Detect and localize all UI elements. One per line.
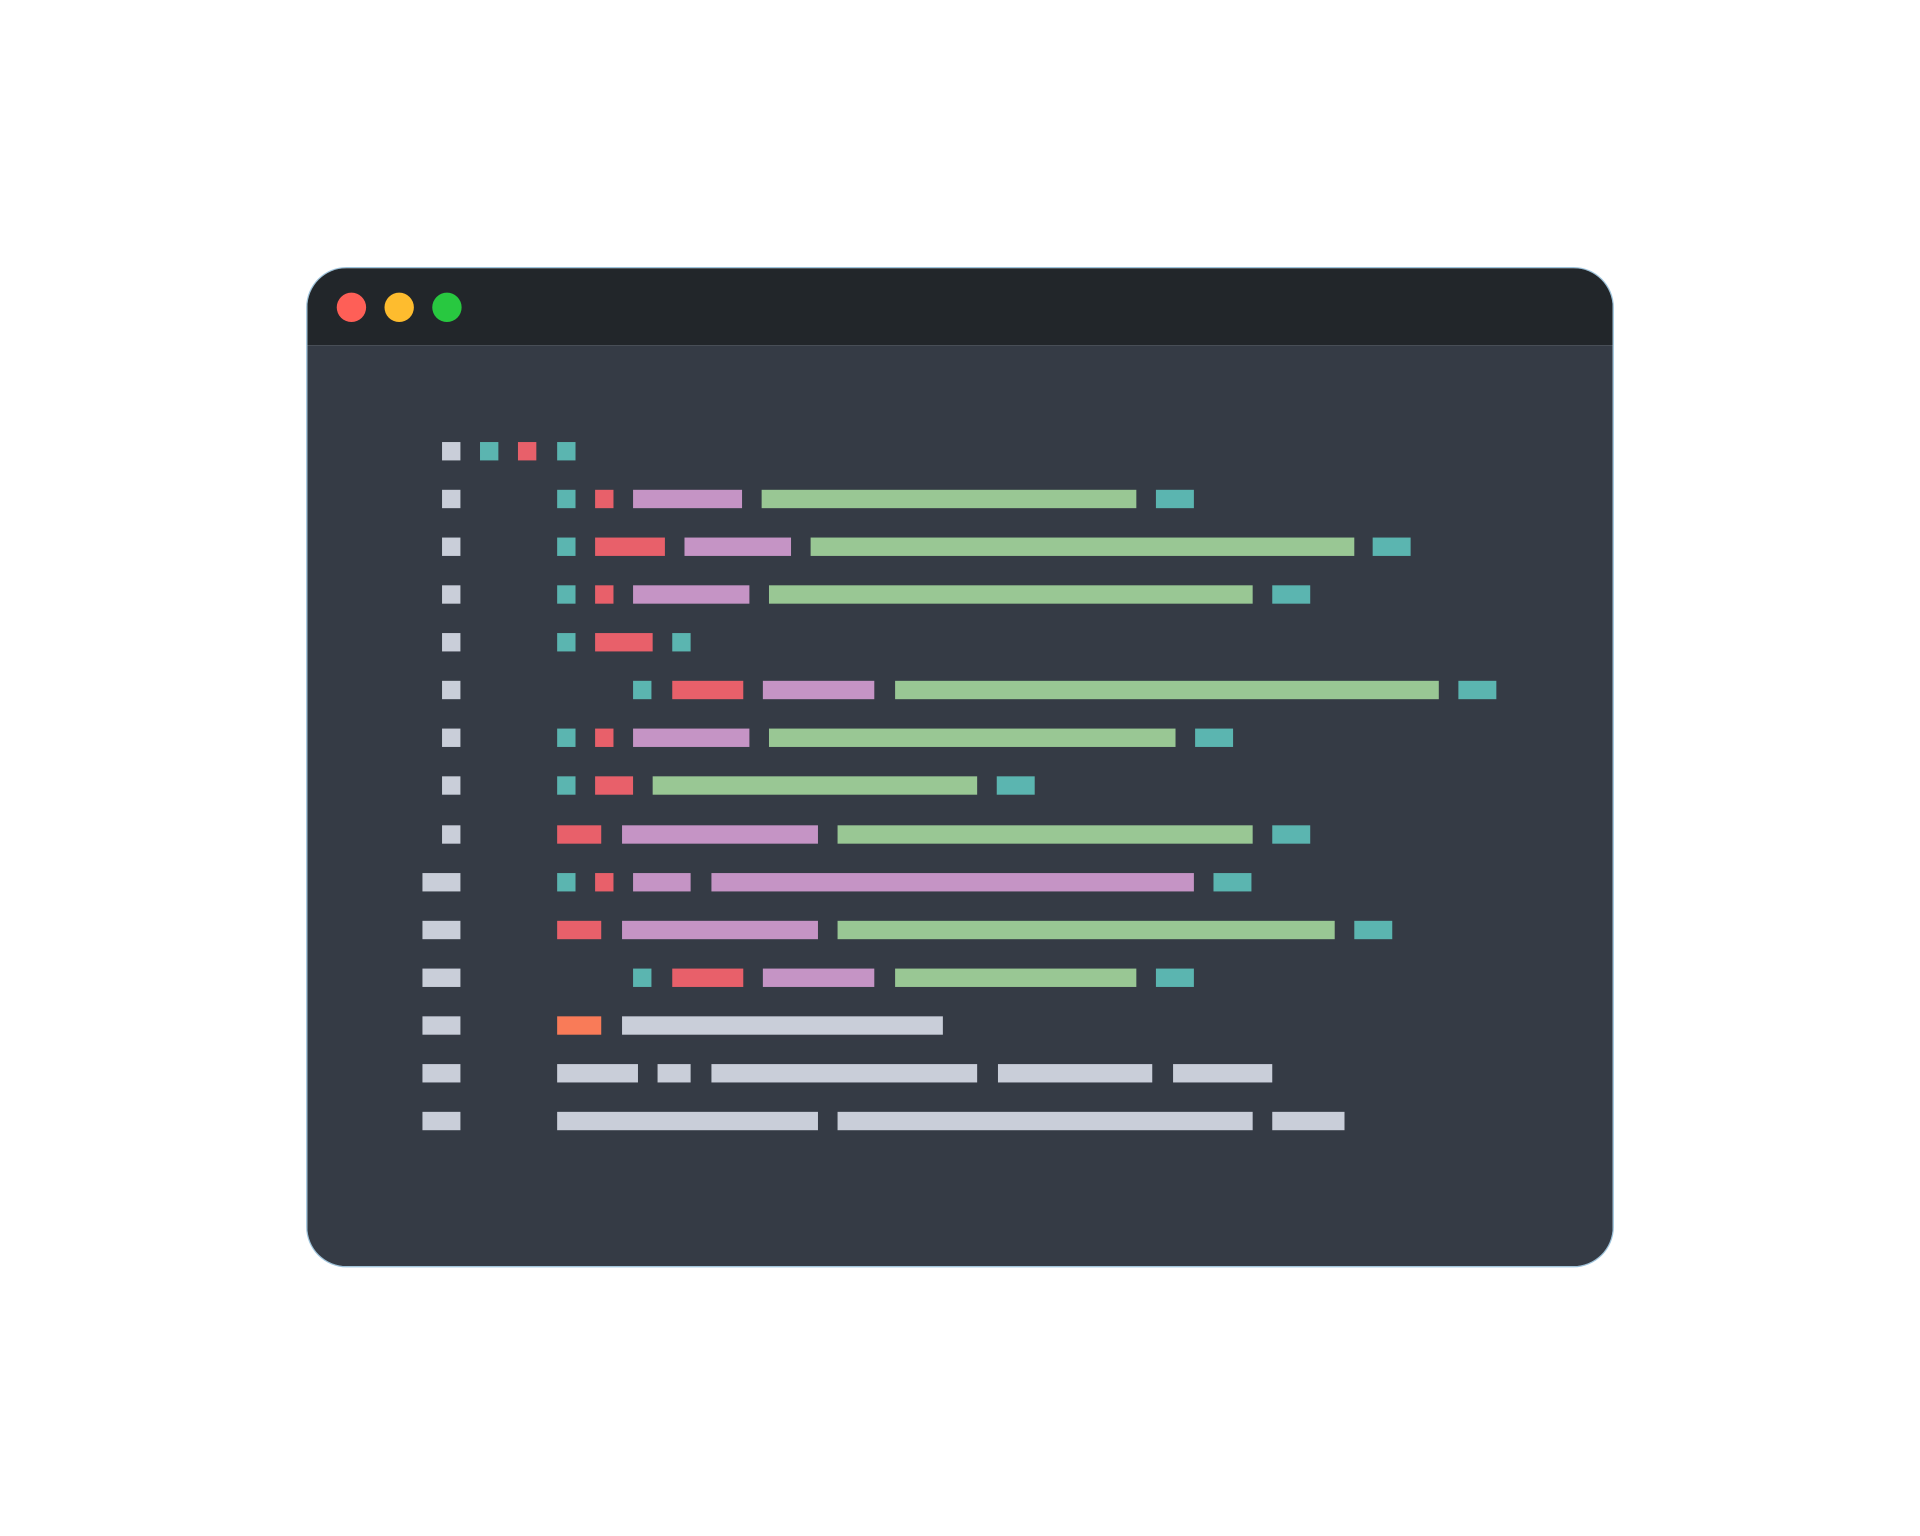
code-token-function [622, 824, 818, 844]
code-token-punctuation [1213, 872, 1252, 892]
code-token-keyword [557, 824, 602, 844]
code-token-punctuation [557, 776, 576, 796]
code-token-string [768, 728, 1176, 748]
line-number-marker [422, 1112, 461, 1131]
code-token-function [622, 920, 818, 940]
line-number-marker [442, 489, 461, 508]
code-token-keyword [595, 776, 634, 796]
code-token-function [633, 728, 750, 748]
line-number-marker [442, 441, 461, 460]
code-token-number [557, 1016, 602, 1035]
code-token-function [762, 968, 875, 987]
code-token-plain [557, 1064, 638, 1083]
code-token-keyword [517, 441, 537, 460]
code-token-punctuation [557, 728, 576, 748]
code-token-plain [997, 1064, 1153, 1083]
code-token-string [761, 489, 1137, 508]
code-token-punctuation [1195, 728, 1234, 748]
code-token-string [837, 824, 1253, 844]
line-number-marker [442, 585, 461, 604]
line-number-marker [422, 968, 461, 987]
line-number-marker [422, 1016, 461, 1035]
code-token-punctuation [1354, 920, 1393, 940]
line-number-marker [442, 728, 461, 748]
code-token-string [895, 681, 1439, 700]
code-editor-window [307, 268, 1613, 1267]
code-token-function [633, 585, 750, 604]
code-token-keyword [595, 585, 614, 604]
line-number-marker [422, 1064, 461, 1083]
code-token-keyword [595, 489, 614, 508]
code-token-plain [557, 1112, 818, 1131]
code-token-function [633, 872, 691, 892]
code-token-punctuation [557, 537, 576, 556]
line-number-marker [442, 633, 461, 652]
code-token-punctuation [1272, 585, 1311, 604]
code-token-punctuation [557, 489, 576, 508]
code-token-string [768, 585, 1253, 604]
code-token-keyword [595, 728, 614, 748]
code-token-plain [622, 1016, 943, 1035]
code-token-string [810, 537, 1355, 556]
code-token-function [633, 489, 743, 508]
code-token-function [684, 537, 792, 556]
line-number-marker [422, 920, 461, 940]
code-token-function [711, 872, 1194, 892]
code-token-punctuation [557, 585, 576, 604]
code-token-plain [837, 1112, 1253, 1131]
code-token-punctuation [1155, 968, 1194, 987]
code-token-punctuation [1272, 824, 1311, 844]
code-token-string [895, 968, 1137, 987]
code-token-keyword [595, 633, 653, 652]
code-token-punctuation [557, 633, 576, 652]
code-token-plain [657, 1064, 691, 1083]
code-token-keyword [672, 681, 744, 700]
line-number-marker [442, 681, 461, 700]
code-token-keyword [595, 872, 614, 892]
code-token-punctuation [633, 968, 652, 987]
maximize-button[interactable] [432, 292, 462, 323]
code-area[interactable] [307, 345, 1613, 1267]
close-button[interactable] [336, 292, 367, 323]
code-token-punctuation [1372, 537, 1411, 556]
code-token-keyword [672, 968, 744, 987]
code-token-punctuation [557, 441, 576, 460]
line-number-marker [422, 872, 461, 892]
code-token-punctuation [480, 441, 499, 460]
code-token-plain [1272, 1112, 1345, 1131]
title-bar [307, 268, 1613, 346]
line-number-marker [442, 824, 461, 844]
code-token-punctuation [633, 681, 652, 700]
minimize-button[interactable] [384, 292, 414, 323]
code-token-string [837, 920, 1335, 940]
code-token-punctuation [672, 633, 691, 652]
code-token-keyword [557, 920, 602, 940]
code-token-keyword [595, 537, 665, 556]
code-token-function [762, 681, 875, 700]
line-number-marker [442, 537, 461, 556]
code-token-punctuation [1155, 489, 1194, 508]
code-token-plain [711, 1064, 978, 1083]
line-number-marker [442, 776, 461, 796]
code-token-punctuation [1458, 681, 1497, 700]
code-token-punctuation [557, 872, 576, 892]
code-token-string [652, 776, 978, 796]
code-token-plain [1173, 1064, 1273, 1083]
code-token-punctuation [996, 776, 1035, 796]
